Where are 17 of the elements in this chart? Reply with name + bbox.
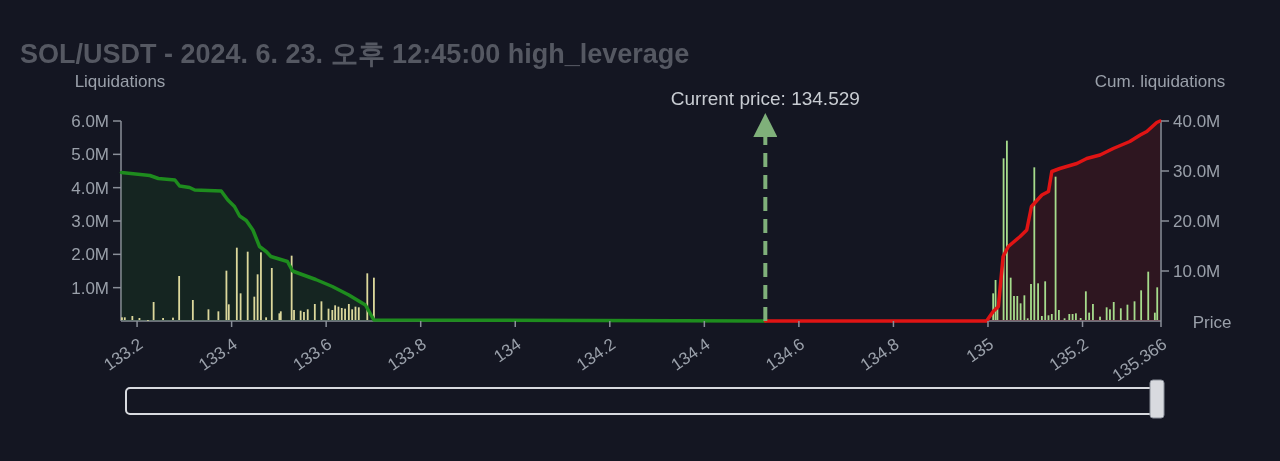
y-tick-label: 3.0M: [71, 212, 109, 231]
x-tick-label: 134: [490, 334, 525, 367]
x-tick-label: 135: [963, 334, 998, 367]
y2-axis-title: Cum. liquidations: [1094, 72, 1226, 91]
ref-line-label: Current price: 134.529: [670, 88, 860, 109]
y-axis-title: Liquidations: [74, 72, 166, 91]
y-tick-label: 4.0M: [71, 178, 109, 198]
y2-tick-label: 10.0M: [1173, 262, 1221, 281]
y-tick-label: 5.0M: [71, 145, 109, 165]
chart-title: SOL/USDT - 2024. 6. 23. 오후 12:45:00 high_leverage: [20, 39, 690, 69]
y-tick-label: 6.0M: [71, 112, 109, 131]
y-tick-label: 1.0M: [71, 278, 109, 298]
y2-tick-label: 30.0M: [1173, 162, 1221, 181]
y-tick-label: 2.0M: [71, 245, 109, 265]
y2-tick-label: 20.0M: [1173, 212, 1221, 231]
y2-tick-label: 40.0M: [1173, 112, 1221, 131]
x-axis-title: Price: [1192, 313, 1232, 332]
